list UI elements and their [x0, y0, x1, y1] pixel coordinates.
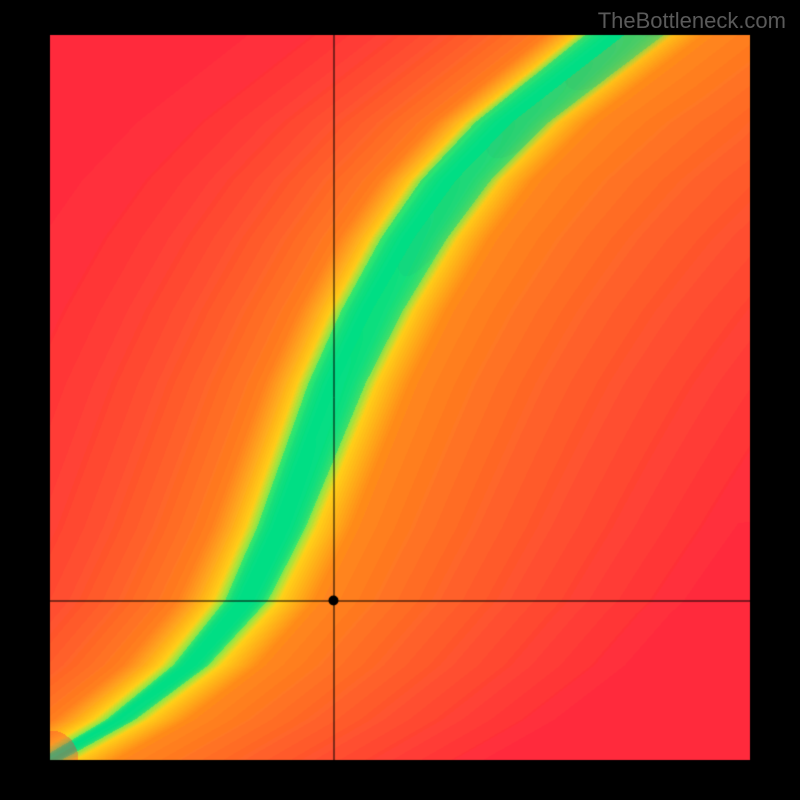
heatmap-canvas — [0, 0, 800, 800]
chart-container: TheBottleneck.com — [0, 0, 800, 800]
watermark-text: TheBottleneck.com — [598, 8, 786, 34]
